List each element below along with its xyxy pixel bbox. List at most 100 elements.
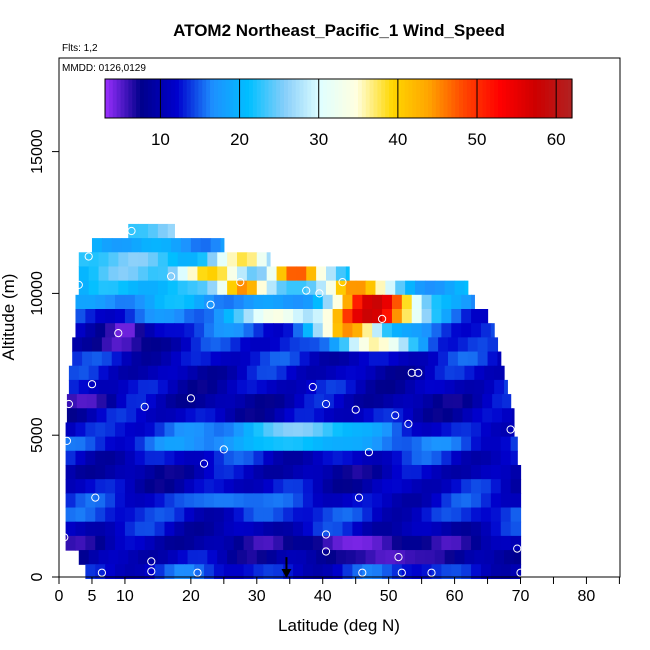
heatmap-cell — [197, 280, 208, 296]
heatmap-cell — [421, 464, 433, 480]
colorbar-segment — [272, 79, 277, 118]
heatmap-cell — [471, 464, 482, 480]
heatmap-cell — [322, 493, 334, 509]
heatmap-cell — [200, 351, 212, 367]
heatmap-cell — [134, 564, 146, 580]
sample-point — [321, 547, 331, 556]
heatmap-cell — [432, 394, 444, 409]
heatmap-cell — [283, 521, 294, 537]
heatmap-cell — [213, 323, 225, 338]
heatmap-cell — [146, 394, 157, 409]
heatmap-cell — [98, 379, 110, 395]
heatmap-cell — [276, 379, 288, 395]
heatmap-cell — [180, 351, 192, 367]
heatmap-cell — [352, 535, 363, 551]
heatmap-cell — [467, 351, 479, 367]
x-tick-label: 40 — [314, 588, 332, 605]
heatmap-cell — [421, 450, 433, 466]
heatmap-cell — [144, 464, 156, 480]
heatmap-cell — [204, 422, 215, 438]
heatmap-cell — [78, 379, 90, 395]
colorbar-segment — [268, 79, 273, 118]
colorbar-segment — [404, 79, 410, 118]
heatmap-cell — [273, 535, 284, 551]
heatmap-cell — [293, 422, 304, 438]
heatmap-cell — [194, 422, 205, 438]
heatmap-cell — [215, 394, 226, 409]
heatmap-cell — [500, 535, 512, 551]
sample-point — [74, 280, 83, 289]
heatmap-cell — [451, 436, 462, 452]
heatmap-cell — [451, 479, 462, 494]
heatmap-cell — [167, 266, 179, 282]
heatmap-cell — [345, 365, 357, 381]
heatmap-cell — [174, 294, 185, 310]
heatmap-cell — [302, 323, 314, 338]
heatmap-cell — [451, 323, 462, 338]
heatmap-cell — [190, 238, 202, 253]
sample-point — [199, 459, 209, 468]
heatmap-cell — [134, 294, 146, 310]
heatmap-cell — [474, 379, 485, 395]
heatmap-cell — [184, 464, 195, 480]
heatmap-cell — [382, 323, 393, 338]
heatmap-cell — [105, 564, 116, 580]
heatmap-cell — [187, 266, 199, 282]
heatmap-cell — [477, 351, 489, 367]
heatmap-cell — [441, 450, 452, 466]
colorbar-segment — [517, 79, 523, 118]
heatmap-cell — [134, 521, 146, 537]
heatmap-cell — [223, 479, 235, 494]
sample-points — [60, 226, 525, 577]
heatmap-cell — [256, 550, 268, 565]
heatmap-cell — [461, 450, 472, 466]
heatmap-cell — [312, 564, 324, 580]
heatmap-cell — [335, 266, 347, 282]
heatmap-cell — [124, 309, 136, 324]
sample-point — [351, 405, 360, 414]
heatmap-cell — [382, 422, 393, 438]
heatmap-cell — [326, 266, 337, 282]
heatmap-cell — [240, 351, 251, 367]
heatmap-cell — [342, 507, 353, 523]
heatmap-cell — [332, 323, 344, 338]
heatmap-cell — [253, 507, 264, 523]
marker-arrow-icon — [281, 569, 292, 578]
sample-point — [364, 448, 373, 457]
heatmap-cell — [326, 365, 337, 381]
sample-point — [427, 568, 436, 577]
heatmap-cell — [266, 266, 278, 282]
colorbar-segment — [392, 79, 398, 118]
heatmap-cell — [105, 436, 116, 452]
heatmap-cell — [471, 479, 482, 494]
heatmap-cell — [314, 394, 325, 409]
heatmap-cell — [154, 309, 166, 324]
heatmap-cell — [382, 493, 393, 509]
heatmap-cell — [274, 408, 286, 424]
heatmap-cell — [263, 521, 274, 537]
heatmap-cell — [403, 394, 414, 409]
heatmap-cell — [302, 564, 314, 580]
heatmap-cell — [194, 450, 205, 466]
heatmap-cell — [421, 535, 433, 551]
heatmap-cell — [299, 351, 311, 367]
heatmap-cell — [148, 379, 159, 395]
heatmap-cell — [205, 408, 216, 424]
heatmap-cell — [293, 323, 304, 338]
heatmap-cell — [213, 464, 225, 480]
heatmap-cell — [283, 450, 294, 466]
heatmap-cell — [128, 266, 139, 282]
heatmap-cell — [138, 252, 149, 268]
heatmap-cell — [237, 365, 248, 381]
heatmap-cell — [118, 550, 129, 565]
colorbar-segment — [357, 79, 363, 118]
heatmap-cell — [273, 323, 284, 338]
heatmap-cell — [322, 479, 334, 494]
heatmap-cell — [141, 337, 152, 353]
colorbar-segment — [311, 79, 316, 118]
heatmap-cell — [213, 564, 225, 580]
colorbar-segment — [105, 79, 110, 118]
heatmap-cell — [302, 521, 314, 537]
x-tick-label: 70 — [512, 588, 530, 605]
heatmap-cell — [335, 365, 347, 381]
